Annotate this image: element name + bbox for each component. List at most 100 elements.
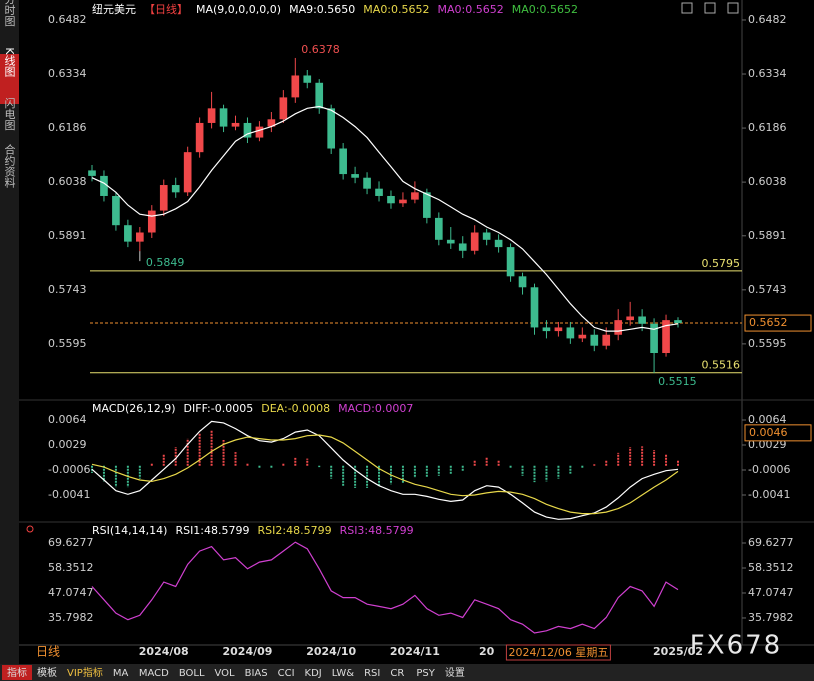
toolbar-item[interactable]: CCI [278,668,295,679]
candle-body [88,170,96,176]
toolbar-item[interactable]: 设置 [445,667,465,679]
candle-body [602,334,611,346]
period-label[interactable]: 日线 [36,645,60,659]
y-tick-label-right: 0.6334 [748,67,787,80]
legend-entry: RSI1:48.5799 [175,524,249,537]
candle-body [638,316,646,324]
toolbar-item[interactable]: VIP指标 [67,666,103,679]
cursor-date-box [505,644,611,661]
candle-body [423,192,431,218]
toolbar-item[interactable]: PSY [416,668,435,679]
legend-entry: MACD(26,12,9) [92,402,176,415]
candle-body [674,320,682,324]
candle-body [434,217,443,240]
toolbar-item[interactable]: BOLL [179,668,205,679]
legend-entry: RSI(14,14,14) [92,524,167,537]
candle-body [470,232,479,251]
toolbar [0,664,814,681]
settings-dot[interactable] [26,525,34,533]
high-annotation: 0.6378 [301,43,340,56]
x-tick-label: 2024/11 [390,645,440,658]
candle-body [482,232,491,240]
y-tick-label-right: 0.5595 [748,337,787,350]
side-tab[interactable]: 闪电图 [3,96,16,131]
y-tick-label-right: 0.5743 [748,283,787,296]
legend-entry: MA0:0.5652 [512,3,578,16]
candle-body [590,334,599,346]
x-tick-label: 2024/09 [222,645,272,658]
y-tick-label-right: 47.0747 [748,586,794,599]
toolbar-item[interactable]: RSI [364,668,380,679]
candle-body [530,287,539,328]
candle-body [124,225,132,242]
candle-body [494,239,503,248]
ma-line [91,105,679,332]
y-tick-label: 0.6186 [48,121,87,134]
side-tab[interactable]: 合约资料 [3,143,16,189]
candle-body [291,75,300,98]
legend-entry: 纽元美元 [92,2,136,16]
x-tick-label: 2024/08 [139,645,189,658]
legend-entry: MA9:0.5650 [289,3,355,16]
y-tick-label: 0.0064 [48,413,87,426]
candle-body [136,232,144,242]
candle-body [147,210,156,233]
toolbar-item[interactable]: LW& [332,668,355,679]
y-tick-label: -0.0006 [48,463,90,476]
y-tick-label-right: 35.7982 [748,611,794,624]
y-tick-label: 0.6038 [48,175,87,188]
toolbar-item[interactable]: CR [390,668,404,679]
toolbar-item[interactable]: MA [113,668,129,679]
legend-entry: 【日线】 [144,2,188,16]
legend-entry: RSI3:48.5799 [340,524,414,537]
toolbar-item[interactable]: 模板 [37,666,57,679]
y-tick-label: 0.0029 [48,438,87,451]
toolbar-item[interactable]: MACD [139,668,169,679]
marker-box [744,424,812,442]
candle-body [662,320,670,354]
side-tab[interactable]: K线图 [3,47,16,77]
candle-body [279,97,288,120]
y-tick-label: 69.6277 [48,536,94,549]
y-tick-label-right: 0.6186 [748,121,787,134]
legend-entry: RSI2:48.5799 [258,524,332,537]
x-tick-label: 20 [479,645,495,658]
candle-body [195,122,204,153]
sidebar [0,0,19,664]
marker-label: 0.0046 [749,426,788,439]
y-tick-label-right: 0.6038 [748,175,787,188]
x-tick-label: 2025/02 [653,645,703,658]
y-tick-label: 0.5891 [48,229,87,242]
macd-line [91,434,679,515]
candle-body [159,185,168,211]
rsi-line [91,541,679,634]
side-tab[interactable]: 分时图 [3,0,16,27]
toolbar-item[interactable]: KDJ [305,668,322,679]
candle-body [650,323,658,354]
toolbar-item[interactable]: VOL [215,668,236,679]
x-tick-label: 2024/10 [306,645,356,658]
candle-body [387,195,395,204]
legend-entry: MA0:0.5652 [438,3,504,16]
toolbar-item[interactable]: 指标 [7,666,27,679]
macd-line [91,420,679,520]
candle-body [614,320,623,335]
toolbar-item[interactable]: BIAS [245,668,268,679]
candle-body [231,122,240,127]
legend-entry: MA0:0.5652 [363,3,429,16]
y-tick-label: 0.5743 [48,283,87,296]
candle-body [363,177,371,189]
window-icons [681,2,739,14]
y-tick-label: 0.5595 [48,337,87,350]
y-tick-label-right: 58.3512 [748,561,794,574]
legend-entry: MA(9,0,0,0,0,0) [196,3,281,16]
candle-body [375,188,383,196]
y-tick-label: 47.0747 [48,586,94,599]
y-tick-label-right: 0.0064 [748,413,787,426]
legend-entry: MACD:0.0007 [338,402,413,415]
low-annotation: 0.5515 [658,375,697,388]
level-label: 0.5516 [702,359,741,372]
last-price-box [744,314,812,332]
toolbar-active [2,665,32,680]
candle-body [518,276,527,288]
